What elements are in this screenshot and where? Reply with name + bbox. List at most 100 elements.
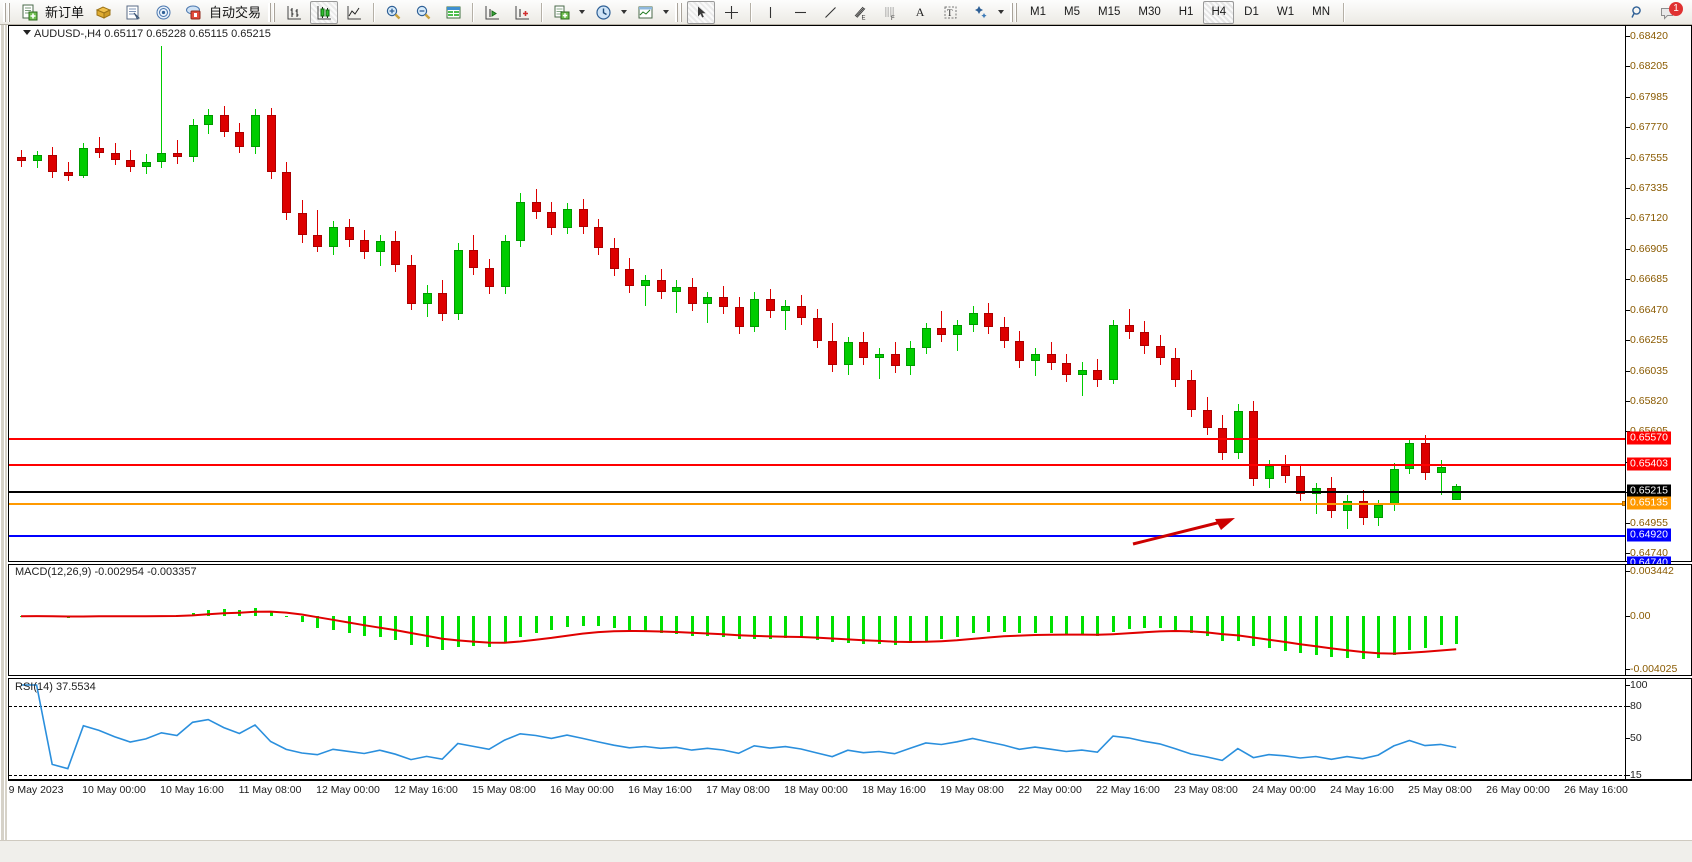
current-price-line-label[interactable]: 0.65215 — [1627, 484, 1671, 498]
horizontal-line-icon[interactable] — [786, 1, 814, 24]
current-price-line[interactable] — [9, 491, 1625, 493]
timeframe-mn[interactable]: MN — [1312, 6, 1330, 18]
toolbar-grip-3[interactable] — [675, 2, 684, 22]
timeframe-d1[interactable]: D1 — [1244, 6, 1259, 18]
macd-histogram-bar — [534, 616, 538, 633]
macd-histogram-bar — [332, 616, 335, 631]
time-tick-label: 12 May 00:00 — [316, 784, 380, 796]
macd-histogram-bar — [550, 616, 554, 631]
toolbar-separator-5 — [1343, 2, 1344, 22]
candle-wick — [1081, 361, 1083, 396]
trend-arrow[interactable] — [1129, 510, 1249, 555]
equidistant-channel-icon[interactable]: E — [846, 1, 874, 24]
trendline-icon[interactable] — [816, 1, 844, 24]
indicators-icon[interactable] — [547, 1, 575, 24]
candle-body — [1265, 465, 1274, 479]
chevron-down-icon[interactable] — [579, 10, 586, 14]
zoom-out-icon[interactable] — [409, 1, 437, 24]
crosshair-icon[interactable] — [717, 1, 745, 24]
candle-body — [1343, 501, 1352, 511]
chart-shift-icon[interactable] — [478, 1, 506, 24]
timeframe-m30[interactable]: M30 — [1138, 6, 1161, 18]
macd-pane[interactable]: 0.003442 0.00 -0.004025 MACD(12,26,9) -0.0… — [8, 564, 1692, 676]
toolbar-grip-4[interactable] — [1010, 2, 1019, 22]
time-axis[interactable]: 9 May 2023 10 May 00:00 10 May 16:00 11 May… — [8, 780, 1692, 800]
search-icon[interactable] — [1623, 1, 1651, 24]
candle-body — [219, 114, 229, 132]
terminal-icon[interactable] — [179, 1, 207, 24]
macd-histogram-bar — [472, 616, 476, 647]
price-tick-mark — [1626, 340, 1630, 342]
macd-histogram-bar — [1236, 616, 1240, 641]
candle-body — [703, 297, 713, 305]
new-order-label[interactable]: 新订单 — [45, 4, 85, 20]
macd-axis[interactable]: 0.003442 0.00 -0.004025 — [1625, 565, 1691, 675]
autotrading-label[interactable]: 自动交易 — [209, 4, 262, 20]
price-tick-mark — [1626, 400, 1630, 402]
notifications-icon[interactable]: 1 — [1653, 1, 1685, 24]
toolbar-separator-4 — [750, 2, 752, 22]
resistance-line-1[interactable] — [9, 438, 1625, 440]
price-axis[interactable]: 0.68420 0.68205 0.67985 0.67770 0.67555 0.673… — [1625, 26, 1691, 570]
chart-grid-icon[interactable] — [439, 1, 467, 24]
candle-body — [687, 287, 697, 305]
timeframe-h4[interactable]: H4 — [1203, 0, 1235, 24]
fibonacci-icon[interactable]: F — [876, 1, 904, 24]
toolbar-grip-2[interactable] — [268, 2, 277, 22]
resistance-line-2-label[interactable]: 0.65403 — [1627, 457, 1671, 471]
macd-histogram-bar — [1346, 616, 1349, 658]
price-pane[interactable]: 0.68420 0.68205 0.67985 0.67770 0.67555 0.673… — [8, 25, 1692, 570]
macd-histogram-bar — [1158, 616, 1162, 629]
resistance-line-2[interactable] — [9, 464, 1625, 466]
candle-body — [360, 239, 370, 253]
order-line[interactable] — [9, 503, 1625, 505]
chevron-down-icon-3[interactable] — [663, 10, 670, 14]
shapes-icon[interactable] — [966, 1, 994, 24]
macd-plot-area[interactable] — [9, 565, 1625, 675]
macd-histogram-bar — [456, 616, 460, 648]
toolbar-grip[interactable] — [3, 2, 11, 22]
auto-scroll-icon[interactable] — [508, 1, 536, 24]
macd-histogram-bar — [503, 616, 507, 643]
macd-histogram-bar — [347, 616, 351, 634]
support-line-1-label[interactable]: 0.64920 — [1627, 528, 1671, 542]
navigator-icon[interactable] — [149, 1, 177, 24]
timeframe-m1[interactable]: M1 — [1030, 6, 1047, 18]
chevron-down-icon-2[interactable] — [621, 10, 628, 14]
cursor-icon[interactable] — [687, 0, 716, 24]
candle-wick — [1347, 495, 1348, 530]
candlestick-chart-icon[interactable] — [310, 0, 339, 24]
macd-histogram-bar — [815, 616, 819, 640]
order-handle[interactable] — [1622, 501, 1625, 506]
chart-collapse-icon[interactable] — [23, 30, 31, 35]
support-line-1[interactable] — [9, 535, 1625, 537]
time-tick-label: 10 May 00:00 — [82, 784, 146, 796]
market-watch-icon[interactable] — [119, 1, 147, 24]
line-chart-icon[interactable] — [340, 1, 368, 24]
timeframe-h1[interactable]: H1 — [1178, 6, 1194, 18]
zoom-in-icon[interactable] — [379, 1, 407, 24]
chevron-down-icon-4[interactable] — [998, 10, 1005, 14]
candle-body — [531, 201, 541, 212]
bar-chart-icon[interactable] — [280, 1, 308, 24]
price-tick-label: 0.68420 — [1630, 30, 1668, 42]
macd-histogram-bar — [1002, 616, 1006, 632]
timeframe-m5[interactable]: M5 — [1064, 6, 1080, 18]
vertical-line-icon[interactable] — [756, 1, 784, 24]
rsi-plot-area[interactable] — [9, 679, 1625, 779]
templates-icon[interactable] — [631, 1, 659, 24]
text-label-icon[interactable]: T — [936, 1, 964, 24]
price-plot-area[interactable] — [9, 26, 1625, 561]
timeframe-w1[interactable]: W1 — [1276, 6, 1295, 18]
rsi-axis[interactable]: 100 80 50 15 — [1625, 679, 1691, 781]
price-tick-label: 0.67985 — [1630, 90, 1668, 103]
rsi-pane[interactable]: 100 80 50 15 RSI(14) 37.5534 — [8, 678, 1692, 781]
text-icon[interactable]: A — [915, 4, 925, 19]
new-order-icon[interactable] — [15, 1, 43, 24]
timeframe-m15[interactable]: M15 — [1098, 6, 1121, 18]
candle-body — [750, 298, 760, 327]
order-line-label[interactable]: 0.65135 — [1627, 496, 1671, 510]
period-icon[interactable] — [589, 1, 617, 24]
resistance-line-1-label[interactable]: 0.65570 — [1627, 431, 1671, 445]
profiles-icon[interactable] — [89, 1, 117, 24]
